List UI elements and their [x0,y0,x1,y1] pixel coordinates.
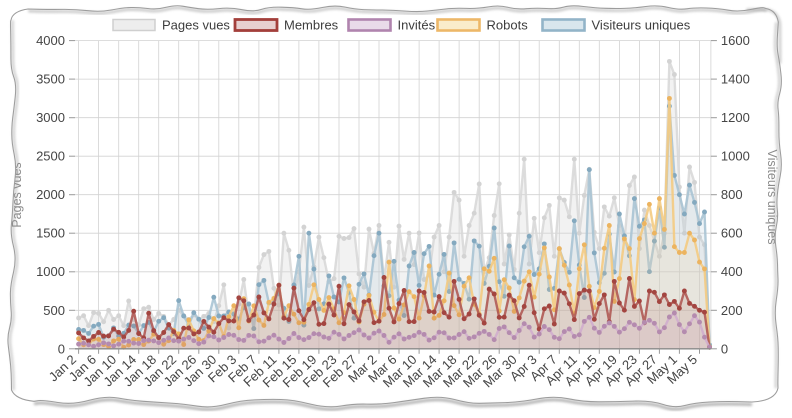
svg-text:0: 0 [721,341,728,356]
svg-text:600: 600 [721,226,743,241]
svg-text:800: 800 [721,187,743,202]
svg-text:1000: 1000 [36,264,65,279]
svg-text:1000: 1000 [721,149,750,164]
svg-text:Pages vues: Pages vues [162,18,230,33]
svg-text:1500: 1500 [36,226,65,241]
svg-text:0: 0 [58,341,65,356]
svg-text:400: 400 [721,264,743,279]
svg-text:1600: 1600 [721,33,750,48]
svg-text:Robots: Robots [487,18,529,33]
svg-text:4000: 4000 [36,33,65,48]
svg-text:500: 500 [43,303,65,318]
svg-text:2500: 2500 [36,149,65,164]
svg-text:2000: 2000 [36,187,65,202]
svg-text:1400: 1400 [721,72,750,87]
svg-text:200: 200 [721,303,743,318]
svg-text:3000: 3000 [36,110,65,125]
svg-text:Membres: Membres [284,18,339,33]
svg-text:3500: 3500 [36,72,65,87]
svg-text:Visiteurs uniques: Visiteurs uniques [592,18,691,33]
svg-text:Invités: Invités [398,18,436,33]
svg-text:1200: 1200 [721,110,750,125]
